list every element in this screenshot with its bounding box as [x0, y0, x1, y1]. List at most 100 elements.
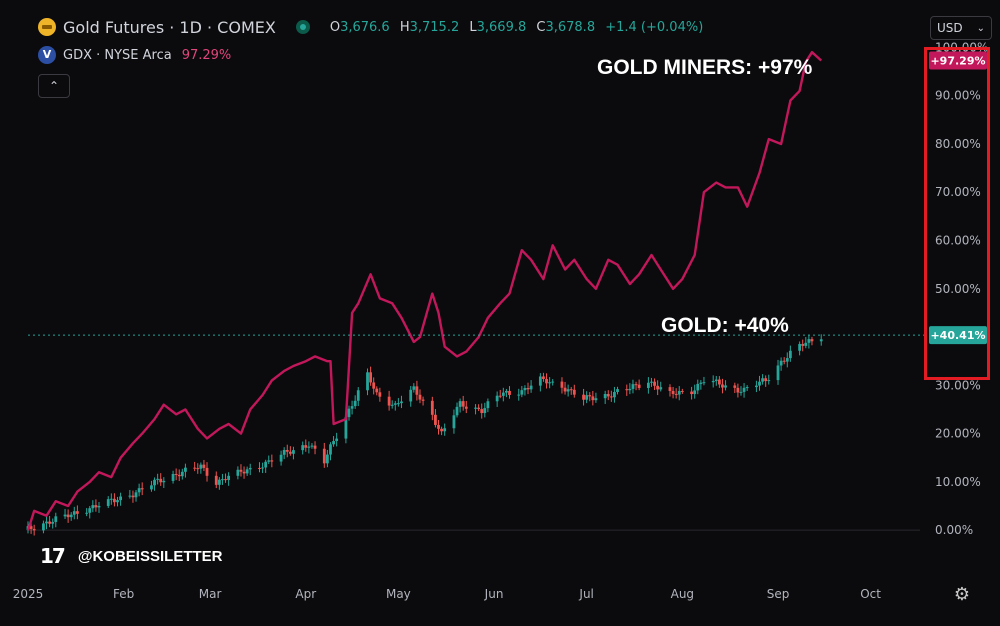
candle [177, 469, 181, 482]
candle-body [94, 505, 98, 508]
candle [569, 387, 573, 395]
candle [171, 470, 175, 484]
candle [418, 389, 422, 404]
main-symbol-legend[interactable]: Gold Futures · 1D · COMEX O3,676.6 H3,71… [38, 16, 709, 38]
candle [656, 380, 660, 396]
candle [560, 377, 564, 394]
candle-body [140, 488, 144, 490]
candle [538, 373, 542, 392]
candle-body [807, 339, 811, 343]
candle [616, 386, 619, 395]
candle-body [288, 451, 292, 454]
candle [545, 373, 548, 389]
candle-body [733, 385, 737, 388]
candle-body [804, 342, 808, 346]
candle [585, 391, 589, 404]
candle [91, 500, 95, 513]
candle [452, 409, 456, 434]
candle [325, 449, 329, 468]
candle-body [91, 505, 95, 509]
candle [594, 392, 598, 403]
ohlc-close-label: C [536, 19, 546, 35]
candle-body [785, 358, 789, 362]
candle [88, 506, 92, 519]
candle [767, 374, 771, 385]
candle-body [159, 478, 163, 483]
gear-icon[interactable]: ⚙ [953, 584, 971, 605]
candle [242, 466, 246, 479]
gold-annotation: GOLD: +40% [661, 314, 789, 337]
gold-icon [38, 18, 56, 36]
chevron-down-icon: ⌄ [976, 22, 985, 34]
candle-body [736, 387, 740, 393]
candle [440, 426, 443, 436]
last-value-text: +40.41% [930, 329, 985, 342]
y-tick-label: 20.00% [935, 427, 981, 441]
x-tick-label: Oct [860, 587, 881, 601]
candle-body [150, 485, 153, 490]
y-tick-label: 30.00% [935, 378, 981, 392]
ohlc-high-label: H [399, 19, 410, 35]
y-tick-label: 0.00% [935, 523, 973, 537]
candle-body [304, 445, 308, 448]
candle [202, 459, 206, 472]
candle-body [177, 474, 181, 477]
candle-body [650, 381, 653, 383]
candle [332, 436, 335, 447]
candle [409, 386, 413, 407]
collapse-legend-button[interactable]: ⌃ [38, 74, 70, 98]
last-value-labels: +97.29% +40.41% [929, 51, 987, 345]
compare-symbol-legend[interactable]: V GDX · NYSE Arca 97.29% [38, 45, 231, 65]
candle-body [474, 407, 477, 409]
x-tick-label: Apr [295, 587, 316, 601]
candle-body [443, 428, 447, 432]
candle-body [671, 390, 675, 394]
candle [801, 339, 805, 352]
candle-body [634, 384, 638, 386]
candle-body [696, 383, 700, 391]
candle [807, 334, 811, 349]
candle [779, 357, 783, 371]
candle-body [242, 471, 246, 474]
candle-body [702, 382, 706, 384]
candle [285, 444, 289, 458]
ohlc-values: O3,676.6 H3,715.2 L3,669.8 C3,678.8 +1.4… [330, 20, 709, 35]
x-axis: 2025 Feb Mar Apr May Jun Jul Aug Sep Oct [13, 587, 882, 601]
candle [613, 386, 616, 403]
candle [128, 489, 132, 499]
candle [396, 398, 400, 407]
candle [788, 345, 792, 362]
candle [347, 405, 351, 421]
candle-body [137, 488, 141, 493]
highlight-box [924, 47, 990, 380]
candle-body [625, 389, 629, 391]
candle-body [560, 381, 564, 388]
candle-body [548, 382, 552, 384]
candle [520, 386, 524, 398]
candle-body [329, 444, 332, 455]
chevron-up-icon: ⌃ [48, 79, 60, 93]
candle-body [430, 400, 434, 415]
candle [566, 384, 570, 397]
watermark: 17 @KOBEISSILETTER [40, 544, 222, 568]
currency-selector[interactable]: USD ⌄ [930, 16, 992, 40]
candle [650, 377, 653, 387]
candle [199, 462, 203, 474]
candle-body [88, 508, 92, 513]
candle [387, 390, 391, 411]
candle-body [344, 417, 348, 439]
candle-body [714, 379, 718, 381]
candle-body [603, 393, 607, 399]
candle [153, 477, 156, 491]
y-tick-label: 70.00% [935, 185, 981, 199]
candle-body [801, 343, 805, 346]
last-value-bg [929, 51, 987, 70]
candle-body [42, 523, 45, 531]
candle [227, 472, 231, 486]
candle [517, 388, 521, 401]
candle-body [440, 428, 443, 432]
ohlc-change: +1.4 (+0.04%) [605, 19, 704, 35]
candle-body [54, 516, 58, 522]
candle [94, 499, 98, 512]
